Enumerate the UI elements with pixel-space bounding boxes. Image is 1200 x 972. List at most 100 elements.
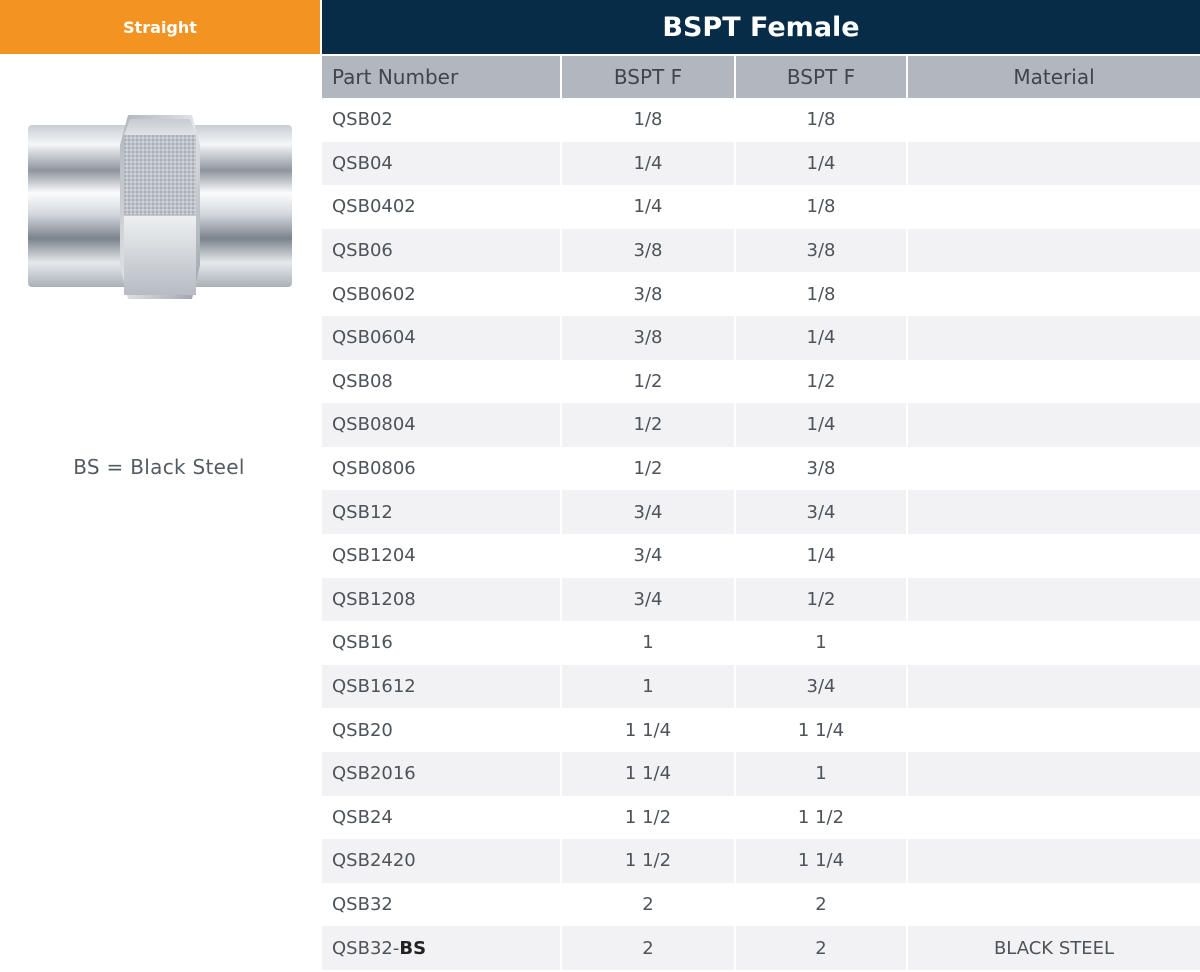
bspt-f-2-cell: 3/8 [734, 228, 906, 273]
part-number: QSB1204 [332, 545, 416, 567]
table-row: QSB16 1 1 [322, 621, 1200, 665]
material-cell [906, 795, 1200, 840]
table-row: QSB06 3/8 3/8 [322, 228, 1200, 273]
table-row: QSB08 1/2 1/2 [322, 359, 1200, 404]
part-number-cell: QSB04 [322, 141, 560, 186]
column-header-bspt-f-1: BSPT F [562, 56, 734, 98]
material-cell [906, 533, 1200, 578]
part-number: QSB0804 [332, 414, 416, 436]
bspt-f-2-cell: 1/4 [734, 315, 906, 360]
table-title: BSPT Female [322, 0, 1200, 54]
table-row: QSB24 1 1/2 1 1/2 [322, 795, 1200, 840]
bspt-f-1-cell: 3/8 [560, 315, 734, 360]
material-cell [906, 577, 1200, 622]
bspt-f-2-cell: 3/4 [734, 490, 906, 534]
bspt-f-1-cell: 1/8 [560, 98, 734, 142]
bspt-f-1-cell: 3/8 [560, 228, 734, 273]
bspt-f-2-cell: 2 [734, 882, 906, 927]
bspt-f-1-cell: 1 [560, 621, 734, 665]
bspt-f-2-cell: 1 1/2 [734, 795, 906, 840]
bspt-f-1-cell: 1 1/2 [560, 839, 734, 883]
part-number: QSB32 [332, 893, 393, 915]
bspt-f-2-cell: 1 [734, 751, 906, 796]
part-number-cell: QSB2016 [322, 751, 560, 796]
bspt-f-2-cell: 1/8 [734, 272, 906, 316]
part-number-cell: QSB06 [322, 228, 560, 273]
part-number-cell: QSB02 [322, 98, 560, 142]
part-number-cell: QSB16 [322, 621, 560, 665]
table-row: QSB1204 3/4 1/4 [322, 533, 1200, 578]
part-number: QSB04 [332, 152, 393, 174]
part-number: QSB20 [332, 719, 393, 741]
table-row: QSB0806 1/2 3/8 [322, 446, 1200, 491]
part-number-cell: QSB0602 [322, 272, 560, 316]
bspt-f-1-cell: 1/4 [560, 141, 734, 186]
bspt-f-1-cell: 1 1/2 [560, 795, 734, 840]
table-row: QSB0604 3/8 1/4 [322, 315, 1200, 360]
table-row: QSB1612 1 3/4 [322, 664, 1200, 709]
material-cell [906, 403, 1200, 447]
part-number: QSB08 [332, 370, 393, 392]
part-number: QSB1612 [332, 676, 416, 698]
part-number-cell: QSB1208 [322, 577, 560, 622]
table-body: QSB02 1/8 1/8 QSB04 1/4 1/4 QSB0402 1/4 1/8 QSB06… [322, 98, 1200, 970]
part-number: QSB1208 [332, 588, 416, 610]
part-number: QSB0402 [332, 196, 416, 218]
bspt-f-1-cell: 3/4 [560, 577, 734, 622]
part-number-cell: QSB2420 [322, 839, 560, 883]
part-number-cell: QSB08 [322, 359, 560, 404]
part-number-suffix: BS [399, 937, 427, 959]
table-row: QSB2016 1 1/4 1 [322, 751, 1200, 796]
material-cell: BLACK STEEL [906, 926, 1200, 970]
bspt-f-2-cell: 1/2 [734, 577, 906, 622]
part-number-cell: QSB1204 [322, 533, 560, 578]
bspt-f-2-cell: 1 1/4 [734, 708, 906, 752]
part-number: QSB0602 [332, 283, 416, 305]
table-row: QSB0602 3/8 1/8 [322, 272, 1200, 316]
table-row: QSB0402 1/4 1/8 [322, 185, 1200, 229]
table-row: QSB32- BS 2 2 BLACK STEEL [322, 926, 1200, 970]
part-number: QSB12 [332, 501, 393, 523]
bspt-f-1-cell: 3/4 [560, 490, 734, 534]
material-cell [906, 272, 1200, 316]
bspt-f-2-cell: 1 1/4 [734, 839, 906, 883]
left-panel: Straight [0, 0, 320, 972]
material-cell [906, 664, 1200, 709]
part-number-cell: QSB0604 [322, 315, 560, 360]
material-cell [906, 141, 1200, 186]
material-cell [906, 882, 1200, 927]
bspt-f-2-cell: 1/8 [734, 98, 906, 142]
part-number: QSB02 [332, 109, 393, 131]
bspt-f-1-cell: 3/8 [560, 272, 734, 316]
part-number-cell: QSB32 [322, 882, 560, 927]
part-number-cell: QSB24 [322, 795, 560, 840]
material-cell [906, 185, 1200, 229]
material-cell [906, 621, 1200, 665]
bspt-f-1-cell: 2 [560, 926, 734, 970]
bspt-f-2-cell: 3/8 [734, 446, 906, 491]
table-row: QSB04 1/4 1/4 [322, 141, 1200, 186]
table-panel: BSPT Female Part Number BSPT F BSPT F Ma… [322, 0, 1200, 972]
part-number-cell: QSB0402 [322, 185, 560, 229]
table-row: QSB12 3/4 3/4 [322, 490, 1200, 534]
table-row: QSB32 2 2 [322, 882, 1200, 927]
table-row: QSB02 1/8 1/8 [322, 98, 1200, 142]
legend-note: BS = Black Steel [73, 455, 245, 479]
straight-female-coupling-image [28, 115, 292, 299]
material-cell [906, 98, 1200, 142]
part-number: QSB0604 [332, 327, 416, 349]
part-number-cell: QSB0804 [322, 403, 560, 447]
table-row: QSB2420 1 1/2 1 1/4 [322, 839, 1200, 883]
bspt-f-1-cell: 1 1/4 [560, 751, 734, 796]
column-header-material: Material [908, 56, 1200, 98]
part-number-cell: QSB12 [322, 490, 560, 534]
bspt-f-1-cell: 1 1/4 [560, 708, 734, 752]
bspt-f-2-cell: 1/4 [734, 403, 906, 447]
part-number: QSB16 [332, 632, 393, 654]
part-number-cell: QSB20 [322, 708, 560, 752]
tab-straight[interactable]: Straight [0, 0, 320, 54]
part-number-cell: QSB0806 [322, 446, 560, 491]
material-cell [906, 490, 1200, 534]
bspt-f-2-cell: 1 [734, 621, 906, 665]
